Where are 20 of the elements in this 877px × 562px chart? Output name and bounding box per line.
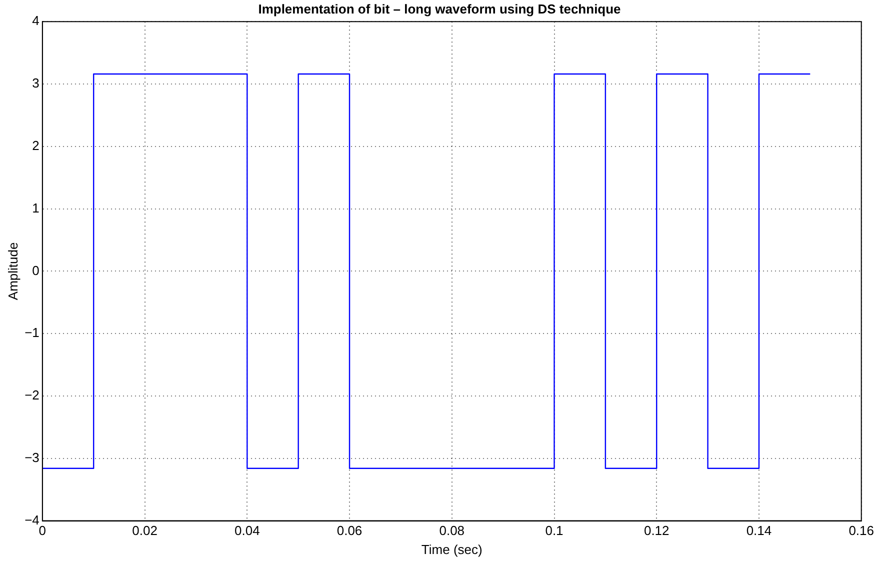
y-tick-label: 4 <box>32 13 40 28</box>
x-tick-label: 0.1 <box>545 523 564 538</box>
x-tick-label: 0.02 <box>132 523 158 538</box>
y-tick-label: −4 <box>24 512 40 528</box>
y-tick-label: −1 <box>24 325 40 340</box>
x-tick-label: 0.04 <box>234 523 260 538</box>
y-tick-label: 3 <box>32 76 40 91</box>
chart-title: Implementation of bit – long waveform using DS technique <box>258 1 621 16</box>
y-tick-label: −3 <box>24 450 40 465</box>
x-tick-label: 0.16 <box>848 523 874 538</box>
x-tick-label: 0.06 <box>336 523 362 538</box>
y-tick-label: 0 <box>32 262 40 278</box>
y-tick-label: 2 <box>32 138 40 153</box>
y-tick-label: 1 <box>32 200 40 216</box>
y-tick-label: −2 <box>24 388 40 403</box>
x-tick-label: 0.14 <box>746 523 772 538</box>
x-tick-label: 0.12 <box>644 523 670 538</box>
x-axis-title: Time (sec) <box>421 542 482 557</box>
x-tick-label: 0.08 <box>439 523 465 538</box>
y-axis-title: Amplitude <box>5 242 20 300</box>
